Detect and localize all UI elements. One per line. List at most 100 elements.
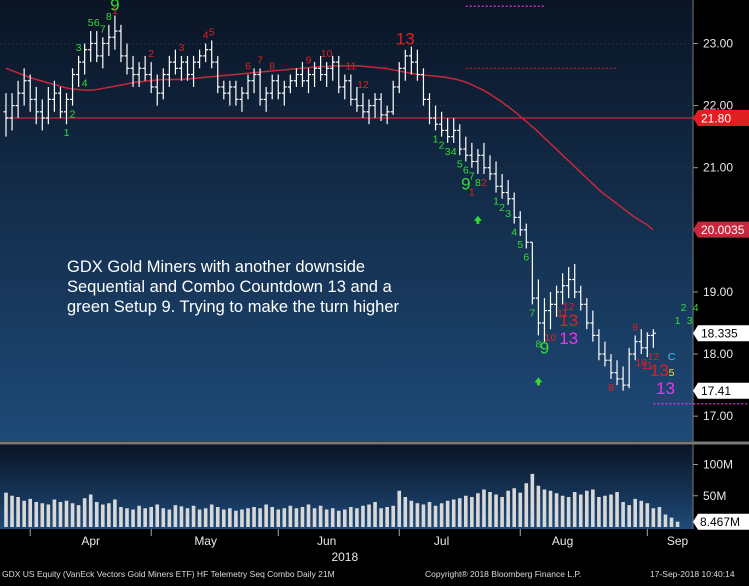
price-bar — [263, 86, 269, 112]
price-bar — [572, 263, 578, 299]
td-marker-label: 3 — [179, 42, 185, 54]
volume-bar — [675, 521, 680, 527]
price-bar — [118, 24, 124, 63]
price-bar — [505, 180, 511, 205]
volume-bar — [451, 499, 456, 527]
volume-bar — [669, 517, 674, 527]
volume-bar — [234, 510, 238, 527]
price-bar — [172, 49, 178, 75]
price-bar — [9, 93, 15, 131]
td-marker-label: 2 — [148, 48, 154, 60]
td-marker-label: 5 — [669, 367, 675, 379]
td-marker-label: 12 — [563, 301, 575, 313]
volume-bar — [288, 505, 293, 527]
td-marker-label: 5 — [88, 17, 94, 29]
volume-bar — [391, 505, 395, 527]
moving-average-layer — [5, 65, 654, 231]
volume-bar — [149, 507, 153, 527]
volume-bar — [203, 508, 208, 527]
price-bar — [215, 55, 221, 94]
td-marker-label: 9 — [461, 174, 470, 193]
price-bar — [239, 86, 245, 112]
month-label: Jul — [434, 534, 449, 548]
td-marker-label: 9 — [110, 0, 119, 15]
annotation-line-2: Sequential and Combo Countdown 13 and a — [67, 278, 393, 296]
price-bar — [178, 55, 184, 81]
price-bar — [275, 74, 281, 100]
td-marker-label: 8 — [269, 61, 275, 73]
td-marker-label: 3 — [445, 146, 451, 158]
price-bar — [142, 55, 148, 81]
price-bar — [535, 279, 541, 336]
td-marker-label: 13 — [559, 329, 578, 348]
price-bar — [493, 161, 499, 193]
td-marker-label: 6 — [463, 164, 469, 176]
moving-average-line — [5, 65, 654, 231]
volume-bar — [246, 508, 250, 527]
price-bar — [626, 347, 632, 389]
svg-text:17.41: 17.41 — [701, 384, 731, 398]
td-marker-label: 11 — [642, 360, 653, 372]
volume-bar — [397, 490, 402, 527]
volume-bar — [209, 504, 214, 527]
volume-bar — [173, 505, 178, 527]
volume-bar — [155, 504, 160, 527]
td-marker-label: 6 — [245, 61, 251, 73]
volume-bar — [161, 508, 166, 527]
volume-bar — [119, 507, 123, 527]
price-bar — [154, 74, 160, 106]
td-marker-label: 9 — [306, 54, 312, 66]
price-bar — [233, 80, 239, 106]
td-marker-label: 10 — [545, 332, 557, 344]
volume-bar — [40, 503, 45, 527]
price-bar — [3, 93, 9, 137]
price-bar — [342, 74, 348, 100]
td-marker-label: 5 — [457, 158, 463, 170]
price-bar — [106, 24, 112, 56]
month-label: May — [194, 534, 217, 548]
price-bar — [596, 329, 602, 361]
td-marker-label: 12 — [357, 79, 369, 91]
price-bar — [191, 55, 197, 87]
volume-bar — [621, 502, 625, 527]
price-bar — [348, 74, 354, 106]
volume-tick-label: 100M — [703, 458, 733, 472]
price-bar — [469, 142, 475, 168]
volume-bar — [306, 504, 311, 527]
td-marker-label: 7 — [100, 23, 106, 35]
volume-bar — [542, 489, 547, 527]
last-price-tag: 18.335 — [693, 325, 749, 342]
td-marker-label: 9 — [540, 339, 549, 358]
volume-bar — [113, 499, 117, 527]
price-bar — [354, 86, 360, 112]
price-bar — [566, 267, 572, 299]
price-bar — [614, 360, 620, 386]
price-bar — [124, 43, 130, 75]
price-bar — [638, 329, 644, 355]
footer-right: 17-Sep-2018 10:40:14 — [650, 569, 735, 579]
td-marker-label: 10 — [321, 48, 333, 60]
annotation-line-1: GDX Gold Miners with another downside — [67, 258, 365, 276]
volume-bar — [294, 508, 299, 527]
price-bar — [64, 93, 69, 125]
volume-bar — [252, 507, 256, 527]
volume-bar — [572, 492, 577, 527]
price-bar — [481, 142, 487, 174]
price-bar — [644, 332, 650, 358]
volume-bar — [58, 502, 63, 527]
td-marker-label: 1 — [493, 196, 499, 208]
price-bar — [584, 298, 590, 330]
price-tick-label: 23.00 — [703, 36, 733, 50]
moving-average-price-tag: 20.0035 — [693, 221, 749, 238]
volume-bar — [657, 507, 662, 527]
volume-bar — [125, 508, 129, 527]
td-marker-label: 8 — [475, 177, 481, 189]
volume-bar — [64, 500, 69, 527]
volume-bar — [191, 505, 196, 527]
td-marker-label: 1 — [112, 5, 118, 17]
volume-bar — [433, 505, 438, 527]
price-bar — [251, 68, 257, 94]
td-marker-label: 5 — [209, 26, 215, 38]
